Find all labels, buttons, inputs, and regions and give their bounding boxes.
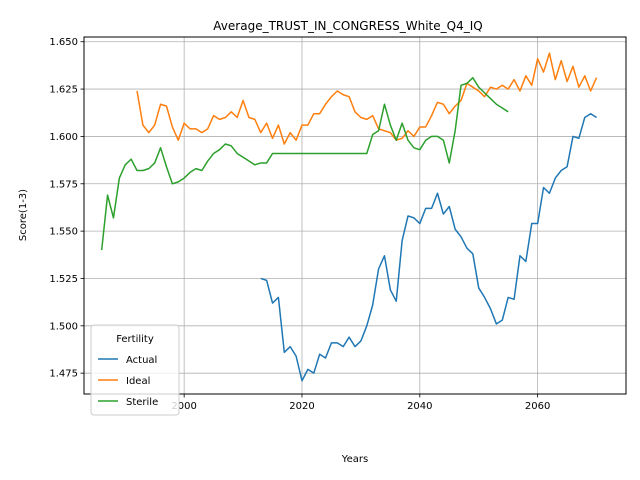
x-axis: 2000 2020 2040 2060 xyxy=(171,394,550,412)
legend-label-actual: Actual xyxy=(126,355,157,366)
x-tick-label: 2000 xyxy=(171,401,196,412)
legend-label-sterile: Sterile xyxy=(126,397,158,408)
x-tick-label: 2060 xyxy=(525,401,550,412)
series-lines xyxy=(100,52,598,382)
y-tick-label: 1.500 xyxy=(49,321,78,332)
y-tick-label: 1.525 xyxy=(49,274,78,285)
x-tick-label: 2020 xyxy=(289,401,314,412)
series-line-ideal xyxy=(136,52,598,145)
x-axis-label: Years xyxy=(341,454,368,465)
y-axis-label: Score(1-3) xyxy=(18,189,29,241)
y-axis: 1.475 1.500 1.525 1.550 1.575 1.600 1.625 1.650 xyxy=(49,37,84,380)
legend: Fertility Actual Ideal Sterile xyxy=(90,324,180,416)
x-tick-label: 2040 xyxy=(407,401,432,412)
y-tick-label: 1.625 xyxy=(49,85,78,96)
y-tick-label: 1.475 xyxy=(49,369,78,380)
y-tick-label: 1.600 xyxy=(49,132,78,143)
legend-box xyxy=(90,324,180,416)
legend-title: Fertility xyxy=(116,334,154,345)
chart-title: Average_TRUST_IN_CONGRESS_White_Q4_IQ xyxy=(213,19,482,33)
series-line-sterile xyxy=(100,76,509,251)
y-tick-label: 1.575 xyxy=(49,179,78,190)
y-tick-label: 1.650 xyxy=(49,37,78,48)
y-tick-label: 1.550 xyxy=(49,227,78,238)
legend-label-ideal: Ideal xyxy=(126,376,150,387)
plot-frame xyxy=(83,36,627,395)
series-line-actual xyxy=(260,112,597,382)
